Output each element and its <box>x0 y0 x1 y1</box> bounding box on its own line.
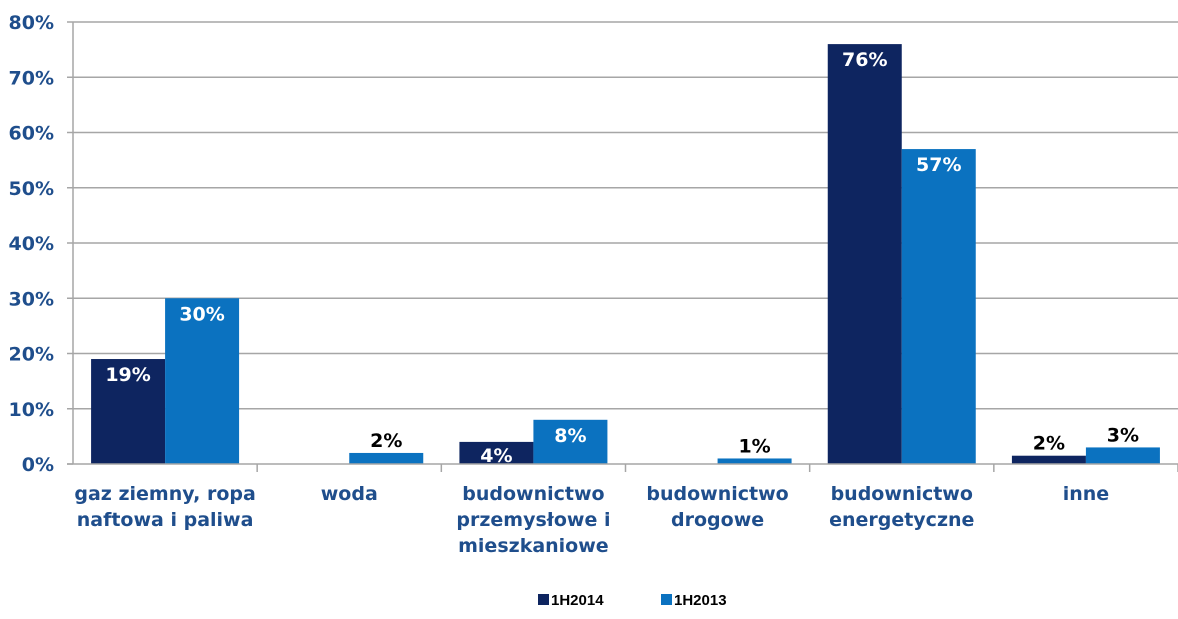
bar-1H2014 <box>459 441 534 464</box>
legend-swatch <box>661 594 672 605</box>
data-label: 8% <box>554 425 586 447</box>
data-label: 4% <box>480 445 512 467</box>
bar-1H2014 <box>91 359 166 464</box>
y-tick-label: 0% <box>22 454 54 476</box>
data-label: 2% <box>370 430 402 452</box>
gridlines <box>73 21 1178 410</box>
legend: 1H2014 1H2013 <box>538 592 727 609</box>
y-tick-label: 40% <box>9 233 54 255</box>
data-label: 76% <box>842 49 887 71</box>
x-tick-label: budownictwo drogowe <box>646 483 788 531</box>
data-label: 1% <box>738 435 770 457</box>
x-axis: gaz ziemny, ropa naftowa i paliwa woda budo… <box>67 463 1178 557</box>
y-tick-label: 80% <box>9 12 54 34</box>
y-tick-label: 60% <box>9 123 54 145</box>
bar-1H2014 <box>1011 455 1086 464</box>
y-tick-label: 10% <box>9 399 54 421</box>
bar-1H2013 <box>349 452 424 464</box>
y-tick-label: 70% <box>9 67 54 89</box>
data-labels: 19% 4% 76% 2% 30% 2% 8% 1% 57% 3% <box>105 49 1139 467</box>
bar-1H2013 <box>165 298 240 464</box>
x-tick-label: woda <box>321 483 378 505</box>
y-tick-label: 30% <box>9 288 54 310</box>
x-tick-label: inne <box>1063 483 1109 505</box>
legend-label: 1H2013 <box>674 592 727 609</box>
x-tick-label: budownictwo przemysłowe i mieszkaniowe <box>456 483 610 557</box>
data-label: 3% <box>1107 424 1139 446</box>
data-label: 19% <box>105 364 150 386</box>
x-tick-label: gaz ziemny, ropa naftowa i paliwa <box>74 483 255 531</box>
bars <box>91 44 1160 464</box>
data-label: 57% <box>916 154 961 176</box>
legend-swatch <box>538 594 549 605</box>
bar-1H2014 <box>827 44 902 464</box>
y-tick-label: 20% <box>9 344 54 366</box>
data-label: 30% <box>179 303 224 325</box>
y-axis: 0% 10% 20% 30% 40% 50% 60% 70% 80% <box>9 12 74 476</box>
bar-1H2013 <box>717 458 792 464</box>
bar-1H2013 <box>1085 447 1160 464</box>
legend-label: 1H2014 <box>551 592 604 609</box>
x-tick-label: budownictwo energetyczne <box>829 483 974 531</box>
y-tick-label: 50% <box>9 178 54 200</box>
data-label: 2% <box>1033 433 1065 455</box>
bar-1H2013 <box>533 419 608 464</box>
bar-1H2013 <box>901 149 976 464</box>
